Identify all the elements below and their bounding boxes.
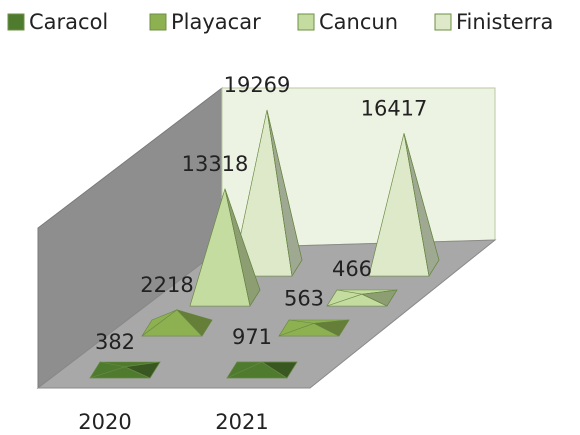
legend-swatch (297, 13, 315, 31)
legend-label: Caracol (29, 10, 108, 34)
legend-swatch (434, 13, 452, 31)
pyramid-shade (224, 188, 261, 307)
pyramid-shade (266, 109, 303, 277)
pyramid (326, 289, 398, 307)
legend-label: Finisterra (456, 10, 553, 34)
pyramid (278, 319, 350, 337)
pyramid (189, 188, 261, 307)
pyramid (141, 309, 213, 337)
data-label: 13318 (182, 152, 249, 176)
data-label: 19269 (224, 73, 291, 97)
pyramid-shade (312, 319, 350, 337)
legend-label: Playacar (171, 10, 261, 34)
data-label: 2218 (140, 273, 193, 297)
legend-swatch (149, 13, 167, 31)
pyramid-shade (123, 361, 161, 379)
pyramid-shade (260, 361, 298, 379)
data-label: 563 (284, 286, 324, 310)
data-label: 971 (232, 325, 272, 349)
pyramid-shade (360, 289, 398, 307)
pyramid (368, 133, 440, 277)
x-tick-label: 2020 (78, 410, 131, 434)
pyramid (226, 361, 298, 379)
pyramid-shade (176, 309, 213, 337)
data-label: 382 (95, 330, 135, 354)
pyramid (89, 361, 161, 379)
data-label: 16417 (361, 96, 428, 120)
pyramid-shade (403, 133, 440, 277)
legend-label: Cancun (319, 10, 398, 34)
data-label: 466 (332, 257, 372, 281)
floor (36, 239, 497, 389)
x-tick-label: 2021 (215, 410, 268, 434)
legend-swatch (7, 13, 25, 31)
